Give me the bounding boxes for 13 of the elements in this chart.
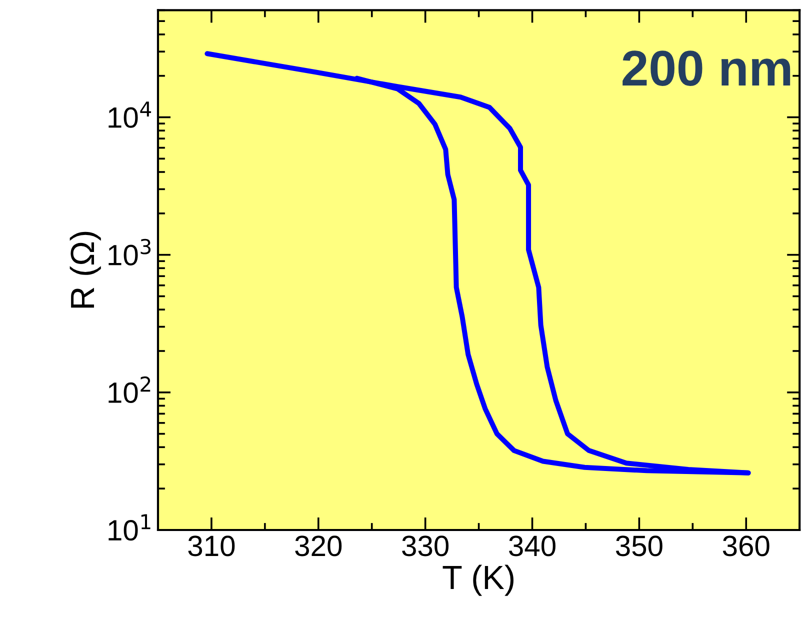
x-tick-label: 320 [295, 536, 342, 556]
y-tick-label: 10$^{2}$ [108, 376, 150, 404]
y-tick-label: 10$^{1}$ [108, 514, 150, 541]
x-tick-label: 330 [402, 536, 449, 556]
annotation: 200 nm [622, 50, 790, 86]
y-axis-title: R (Ω) [70, 232, 101, 308]
x-tick-label: 310 [188, 536, 235, 556]
y-tick-label: 10$^{4}$ [108, 102, 152, 128]
x-tick-label: 360 [722, 536, 770, 556]
x-tick-label: 350 [616, 536, 662, 556]
x-axis-title: T (K) [442, 564, 514, 596]
x-tick-label: 340 [509, 536, 556, 556]
y-tick-label: 10$^{3}$ [108, 238, 151, 266]
